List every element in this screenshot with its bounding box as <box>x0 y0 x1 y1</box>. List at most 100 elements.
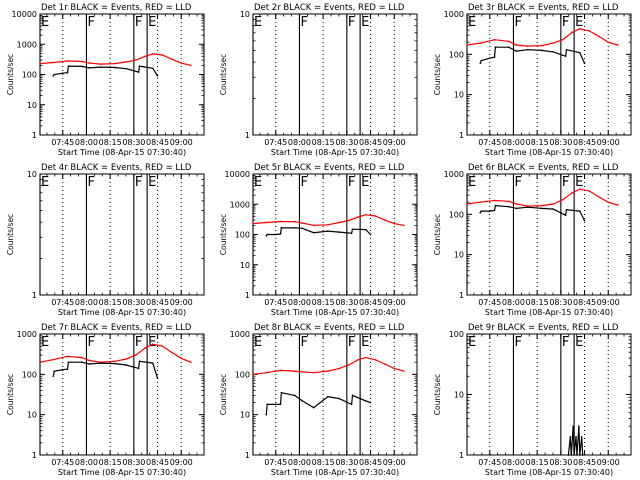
data-point-lld <box>347 364 350 366</box>
data-point-events <box>369 401 372 404</box>
x-tick-label: 09:00 <box>597 138 620 147</box>
data-point-events <box>541 49 543 52</box>
y-tick-label: 100 <box>235 231 250 240</box>
event-marker-label: E <box>254 15 262 30</box>
data-point-lld <box>561 38 564 41</box>
data-point-events <box>572 425 574 427</box>
x-tick-label: 08:00 <box>75 458 98 467</box>
data-point-lld <box>607 41 610 43</box>
x-tick-label: 08:00 <box>288 138 311 147</box>
x-tick-label: 08:00 <box>75 138 98 147</box>
data-point-events <box>567 454 570 456</box>
data-point-events <box>507 46 510 49</box>
plot-frame <box>466 13 632 136</box>
chart-panel-det-9r: Det 9r BLACK = Events, RED = LLD 1 10 100 07… <box>433 323 632 477</box>
chart-panel-det-4r: Det 4r BLACK = Events, RED = LLD 1 10 07:45… <box>6 163 205 317</box>
x-axis-label: Start Time (08-Apr-15 07:30:40) <box>271 308 399 317</box>
data-point-lld <box>144 55 147 58</box>
event-marker-label: E <box>41 175 49 190</box>
event-marker-label: F <box>87 15 94 30</box>
data-point-events <box>67 361 70 363</box>
x-axis-label: Start Time (08-Apr-15 07:30:40) <box>58 308 186 317</box>
x-tick-label: 07:45 <box>264 298 287 307</box>
data-point-events <box>573 454 575 456</box>
x-tick-label: 08:30 <box>122 298 145 307</box>
data-point-lld <box>357 358 360 361</box>
event-marker-label: E <box>254 335 262 350</box>
x-tick-label: 08:15 <box>99 458 122 467</box>
data-point-lld <box>597 196 600 198</box>
data-point-lld <box>52 358 55 361</box>
x-tick-label: 08:30 <box>549 298 572 307</box>
y-tick-label: 1 <box>32 451 37 460</box>
event-marker-label: E <box>575 335 583 350</box>
data-point-lld <box>493 199 496 202</box>
y-tick-label: 1 <box>32 131 37 140</box>
data-point-events <box>583 219 586 222</box>
series-line-events <box>265 227 371 237</box>
data-point-lld <box>466 44 468 46</box>
event-marker-label: F <box>514 15 521 30</box>
series-line-events <box>52 360 159 379</box>
y-tick-label: 1 <box>459 291 464 300</box>
x-tick-label: 08:15 <box>312 298 335 307</box>
data-point-lld <box>507 200 510 203</box>
y-tick-label: 100 <box>449 330 464 339</box>
panel-title: Det 9r BLACK = Events, RED = LLD <box>468 323 619 333</box>
data-point-events <box>274 233 277 236</box>
y-axis-label: Counts/sec <box>6 214 15 255</box>
y-tick-label: 1000 <box>230 330 250 339</box>
data-point-lld <box>134 354 137 356</box>
data-point-lld <box>189 64 192 67</box>
data-point-events <box>480 59 483 62</box>
plot-frame <box>466 333 632 456</box>
data-point-lld <box>374 358 377 361</box>
data-point-events <box>579 210 581 212</box>
x-tick-label: 08:45 <box>573 458 596 467</box>
data-point-events <box>576 454 578 456</box>
event-marker-label: E <box>148 335 156 350</box>
data-point-events <box>301 227 304 230</box>
x-tick-label: 07:45 <box>478 298 501 307</box>
data-point-lld <box>88 62 91 64</box>
data-point-events <box>66 368 69 370</box>
x-tick-label: 08:30 <box>122 138 145 147</box>
data-point-events <box>114 66 116 69</box>
data-point-lld <box>80 60 83 63</box>
event-marker-label: E <box>361 335 369 350</box>
x-tick-label: 08:45 <box>359 298 382 307</box>
data-point-lld <box>383 363 386 365</box>
data-point-lld <box>293 220 296 223</box>
x-tick-label: 08:00 <box>288 458 311 467</box>
y-axis-label: Counts/sec <box>219 374 228 415</box>
event-marker-label: F <box>87 175 94 190</box>
x-tick-label: 08:30 <box>335 298 358 307</box>
x-tick-label: 08:30 <box>122 458 145 467</box>
data-point-events <box>156 377 159 380</box>
x-tick-label: 09:00 <box>383 298 406 307</box>
x-tick-label: 07:45 <box>51 458 74 467</box>
y-tick-label: 1 <box>32 291 37 300</box>
data-point-events <box>125 364 128 366</box>
plot-frame <box>252 13 418 136</box>
chart-panel-det-3r: Det 3r BLACK = Events, RED = LLD 1 10 100 10… <box>433 3 632 157</box>
x-tick-label: 08:00 <box>288 298 311 307</box>
data-point-events <box>565 208 568 211</box>
data-point-events <box>114 362 116 365</box>
series-line-lld <box>466 28 618 47</box>
y-tick-label: 100 <box>449 50 464 59</box>
event-marker-label: E <box>254 175 262 190</box>
chart-panel-det-7r: Det 7r BLACK = Events, RED = LLD 1 10 100 10… <box>6 323 205 477</box>
data-point-events <box>274 403 277 406</box>
data-point-lld <box>88 359 91 362</box>
data-point-events <box>138 360 141 363</box>
x-tick-label: 08:45 <box>146 138 169 147</box>
data-point-events <box>564 55 567 57</box>
x-tick-label: 08:30 <box>335 458 358 467</box>
chart-panel-det-1r: Det 1r BLACK = Events, RED = LLD 1 10 100 10… <box>6 3 205 157</box>
x-tick-label: 09:00 <box>597 298 620 307</box>
event-marker-label: E <box>361 15 369 30</box>
x-tick-label: 08:15 <box>312 138 335 147</box>
data-point-lld <box>402 370 405 372</box>
